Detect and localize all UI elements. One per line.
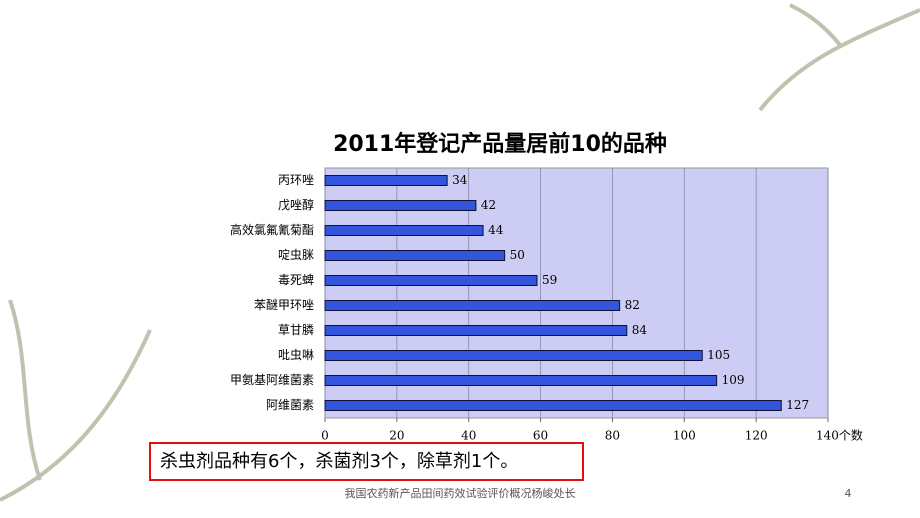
x-tick-label: 20 (389, 429, 404, 443)
bar (324, 175, 448, 186)
bar (324, 375, 718, 386)
y-tick-label: 苯醚甲环唑 (254, 298, 314, 312)
x-tick-label: 80 (605, 429, 620, 443)
y-tick-label: 阿维菌素 (266, 398, 314, 412)
y-tick-label: 草甘膦 (278, 322, 314, 337)
bar (324, 275, 538, 286)
x-tick-label: 60 (533, 429, 548, 443)
value-label: 59 (542, 273, 557, 287)
y-tick-label: 甲氨基阿维菌素 (230, 373, 314, 387)
y-tick-label: 高效氯氟氰菊酯 (230, 222, 314, 237)
x-tick-label: 100 (673, 429, 696, 443)
y-tick-label: 戊唑醇 (278, 197, 314, 212)
bar (324, 325, 628, 336)
y-tick-label: 啶虫脒 (278, 247, 314, 262)
footer: 我国农药新产品田间药效试验评价概况杨峻处长 (345, 486, 576, 500)
value-label: 50 (510, 248, 525, 262)
chart-title: 2011年登记产品量居前10的品种 (333, 131, 667, 157)
value-label: 109 (722, 373, 745, 387)
value-label: 44 (488, 223, 504, 237)
value-label: 127 (786, 398, 809, 412)
value-label: 42 (481, 198, 496, 212)
x-tick-label: 120 (745, 429, 768, 443)
bar (324, 300, 621, 311)
bar (324, 400, 782, 411)
x-tick-label: 0 (321, 429, 329, 443)
note: 杀虫剂品种有6个，杀菌剂3个，除草剂1个。 (160, 451, 518, 472)
bar (324, 250, 506, 261)
bar (324, 225, 484, 236)
y-tick-label: 吡虫啉 (278, 348, 314, 362)
bar (324, 350, 703, 361)
bar (324, 200, 477, 211)
decoration (0, 3, 920, 502)
x-tick-label: 40 (461, 429, 476, 443)
x-tick-label: 140个数 (816, 428, 863, 443)
value-label: 105 (707, 348, 730, 362)
page-number: 4 (845, 487, 852, 500)
value-label: 82 (625, 298, 640, 312)
note-box (149, 442, 584, 481)
y-tick-label: 毒死蜱 (278, 272, 314, 287)
y-tick-label: 丙环唑 (278, 173, 314, 187)
value-label: 34 (452, 173, 468, 187)
value-label: 84 (632, 323, 648, 337)
